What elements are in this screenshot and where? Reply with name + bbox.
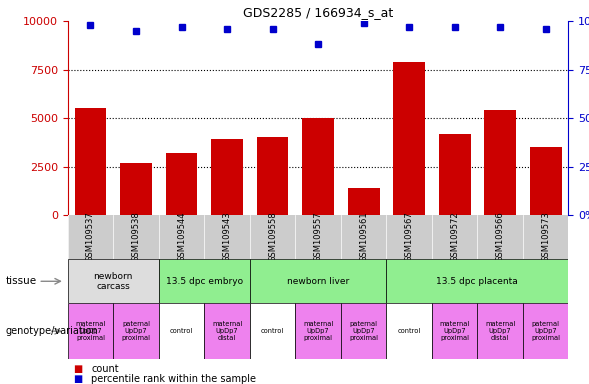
Text: maternal
UpDp7
proximal: maternal UpDp7 proximal [303, 321, 333, 341]
Text: GSM109566: GSM109566 [495, 212, 505, 263]
Text: control: control [170, 328, 193, 334]
Text: GSM109557: GSM109557 [313, 212, 323, 262]
Bar [439, 134, 471, 215]
Text: newborn liver: newborn liver [287, 277, 349, 286]
Text: GSM109567: GSM109567 [405, 212, 413, 263]
Text: paternal
UpDp7
proximal: paternal UpDp7 proximal [531, 321, 560, 341]
Bar [250, 303, 295, 359]
Text: GSM109538: GSM109538 [131, 212, 141, 263]
Text: maternal
UpDp7
proximal: maternal UpDp7 proximal [439, 321, 469, 341]
Text: 13.5 dpc placenta: 13.5 dpc placenta [436, 277, 518, 286]
Text: percentile rank within the sample: percentile rank within the sample [91, 374, 256, 384]
Bar [386, 259, 568, 303]
Text: count: count [91, 364, 119, 374]
Bar [68, 259, 159, 303]
Text: newborn
carcass: newborn carcass [94, 271, 133, 291]
Bar [432, 303, 477, 359]
Text: GSM109544: GSM109544 [177, 212, 186, 262]
Bar [204, 303, 250, 359]
Bar [302, 118, 334, 215]
Bar [393, 62, 425, 215]
Bar [484, 110, 516, 215]
Text: ■: ■ [74, 374, 83, 384]
Text: GSM109558: GSM109558 [268, 212, 277, 262]
Text: paternal
UpDp7
proximal: paternal UpDp7 proximal [349, 321, 378, 341]
Bar [341, 303, 386, 359]
Text: maternal
UpDp7
proximal: maternal UpDp7 proximal [75, 321, 105, 341]
Bar [159, 303, 204, 359]
Bar [348, 188, 379, 215]
Bar [295, 303, 341, 359]
Text: 13.5 dpc embryo: 13.5 dpc embryo [166, 277, 243, 286]
Bar [75, 108, 107, 215]
Text: control: control [261, 328, 284, 334]
Text: tissue: tissue [6, 276, 37, 286]
Bar [477, 303, 523, 359]
Bar [166, 153, 197, 215]
Text: GSM109561: GSM109561 [359, 212, 368, 262]
Bar [386, 303, 432, 359]
Text: GSM109572: GSM109572 [450, 212, 459, 262]
Bar [113, 303, 159, 359]
Text: maternal
UpDp7
distal: maternal UpDp7 distal [485, 321, 515, 341]
Bar [211, 139, 243, 215]
Text: paternal
UpDp7
proximal: paternal UpDp7 proximal [121, 321, 151, 341]
Bar [68, 303, 113, 359]
Bar [159, 259, 250, 303]
Text: ■: ■ [74, 364, 83, 374]
Text: GSM109573: GSM109573 [541, 212, 550, 263]
Text: GSM109537: GSM109537 [86, 212, 95, 263]
Bar [530, 147, 561, 215]
Text: genotype/variation: genotype/variation [6, 326, 98, 336]
Bar [120, 163, 152, 215]
Bar [257, 137, 289, 215]
Text: maternal
UpDp7
distal: maternal UpDp7 distal [212, 321, 242, 341]
Title: GDS2285 / 166934_s_at: GDS2285 / 166934_s_at [243, 5, 393, 18]
Bar [250, 259, 386, 303]
Text: GSM109543: GSM109543 [223, 212, 231, 262]
Bar [523, 303, 568, 359]
Text: control: control [398, 328, 421, 334]
